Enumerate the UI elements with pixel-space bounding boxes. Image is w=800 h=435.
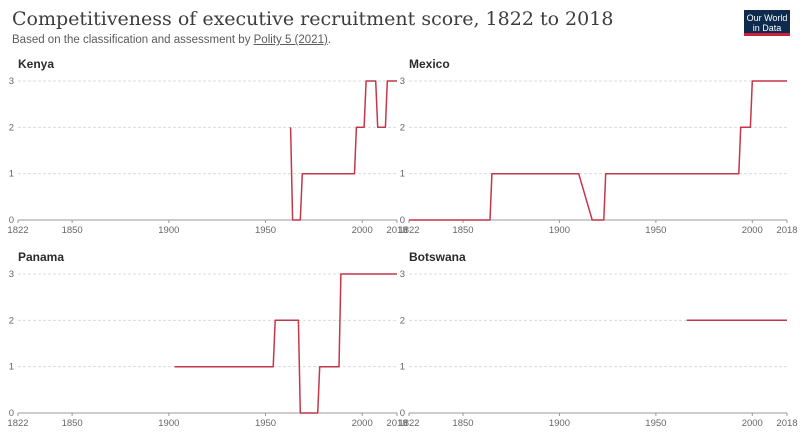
panel-title-panama: Panama xyxy=(18,250,64,264)
x-tick-label-kenya-1900: 1900 xyxy=(158,225,179,236)
owid-logo[interactable]: Our World in Data xyxy=(744,10,790,36)
logo-line-1: Our World xyxy=(746,13,788,23)
x-tick-label-panama-1950: 1950 xyxy=(255,418,276,429)
chart-subtitle: Based on the classification and assessme… xyxy=(12,34,331,46)
x-tick-label-kenya-2018: 2018 xyxy=(386,225,407,236)
x-tick-label-botswana-2000: 2000 xyxy=(742,418,763,429)
y-tick-label-mexico-1: 1 xyxy=(400,169,405,180)
x-tick-label-panama-2018: 2018 xyxy=(386,418,407,429)
x-tick-label-botswana-1950: 1950 xyxy=(645,418,666,429)
x-tick-label-kenya-2000: 2000 xyxy=(352,225,373,236)
x-tick-label-botswana-1900: 1900 xyxy=(549,418,570,429)
x-tick-label-botswana-1850: 1850 xyxy=(452,418,473,429)
x-tick-label-panama-1850: 1850 xyxy=(62,418,83,429)
x-tick-label-mexico-1822: 1822 xyxy=(398,225,419,236)
y-tick-label-panama-3: 3 xyxy=(9,269,14,280)
y-tick-label-panama-1: 1 xyxy=(9,362,14,373)
series-line-kenya xyxy=(289,80,397,221)
subtitle-end: . xyxy=(327,34,331,46)
x-tick-label-mexico-1850: 1850 xyxy=(452,225,473,236)
x-tick-label-mexico-2018: 2018 xyxy=(776,225,797,236)
x-tick-label-kenya-1822: 1822 xyxy=(7,225,28,236)
panel-title-mexico: Mexico xyxy=(409,57,450,71)
y-tick-label-botswana-1: 1 xyxy=(400,362,405,373)
x-tick-label-mexico-2000: 2000 xyxy=(742,225,763,236)
x-tick-label-kenya-1850: 1850 xyxy=(62,225,83,236)
x-tick-label-botswana-1822: 1822 xyxy=(398,418,419,429)
y-tick-label-kenya-2: 2 xyxy=(9,122,14,133)
subtitle-text: Based on the classification and assessme… xyxy=(12,34,254,46)
y-tick-label-mexico-2: 2 xyxy=(400,122,405,133)
y-tick-label-kenya-1: 1 xyxy=(9,169,14,180)
y-tick-label-mexico-3: 3 xyxy=(400,76,405,87)
chart-title: Competitiveness of executive recruitment… xyxy=(12,8,614,30)
y-tick-label-botswana-3: 3 xyxy=(400,269,405,280)
x-tick-label-kenya-1950: 1950 xyxy=(255,225,276,236)
panel-title-kenya: Kenya xyxy=(18,57,54,71)
series-line-mexico xyxy=(409,80,787,221)
y-tick-label-botswana-2: 2 xyxy=(400,315,405,326)
x-tick-label-botswana-2018: 2018 xyxy=(776,418,797,429)
series-line-panama xyxy=(174,273,397,414)
x-tick-label-panama-1900: 1900 xyxy=(158,418,179,429)
y-tick-label-panama-0: 0 xyxy=(9,408,14,419)
x-tick-label-mexico-1900: 1900 xyxy=(549,225,570,236)
source-link[interactable]: Polity 5 (2021) xyxy=(253,34,328,46)
y-tick-label-panama-2: 2 xyxy=(9,315,14,326)
logo-line-2: in Data xyxy=(752,23,782,33)
x-tick-label-mexico-1950: 1950 xyxy=(645,225,666,236)
panel-title-botswana: Botswana xyxy=(409,250,466,264)
y-tick-label-kenya-0: 0 xyxy=(9,215,14,226)
x-tick-label-panama-1822: 1822 xyxy=(7,418,28,429)
y-tick-label-mexico-0: 0 xyxy=(400,215,405,226)
x-tick-label-panama-2000: 2000 xyxy=(352,418,373,429)
y-tick-label-botswana-0: 0 xyxy=(400,408,405,419)
y-tick-label-kenya-3: 3 xyxy=(9,76,14,87)
